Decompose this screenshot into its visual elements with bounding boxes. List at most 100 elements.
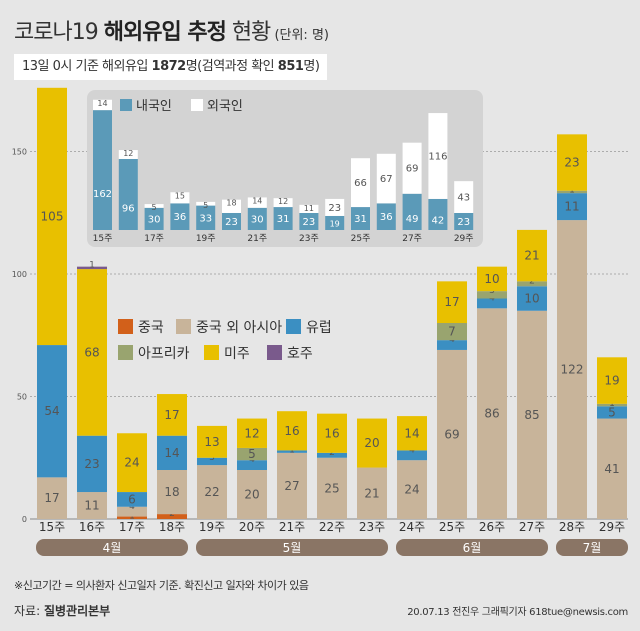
- inset-label-15주-외국인: 14: [97, 99, 107, 108]
- inset-label-25주-내국인: 31: [354, 214, 367, 225]
- inset-label-21주-외국인: 14: [252, 196, 262, 205]
- bar-24주-미주: [397, 416, 427, 451]
- bar-21주-중국-외-아시아: [277, 452, 307, 519]
- bar-23주-중국-외-아시아: [357, 467, 387, 519]
- x-tick-24주: 24주: [399, 520, 425, 534]
- inset-label-28주-외국인: 116: [428, 152, 447, 163]
- bar-16주-중국-외-아시아: [77, 492, 107, 519]
- inset-legend-label-내국인: 내국인: [136, 99, 172, 114]
- month-label-5월: 5월: [283, 541, 302, 555]
- inset-label-29주-내국인: 23: [457, 217, 470, 228]
- inset-bar-22주-내국인: [273, 207, 293, 230]
- x-tick-25주: 25주: [439, 520, 465, 534]
- x-tick-26주: 26주: [479, 520, 505, 534]
- subtitle-box: 13일 0시 기준 해외유입 1872명(검역과정 확인 851명): [14, 54, 328, 80]
- title-part-b: 해외유입 추정: [103, 20, 227, 45]
- inset-bar-27주-내국인: [402, 193, 422, 230]
- inset-bar-29주-내국인: [454, 212, 474, 230]
- data-label-16주-유럽: 23: [84, 457, 99, 471]
- data-label-15주-중국-외-아시아: 17: [44, 491, 59, 505]
- bar-19주-유럽: [197, 457, 227, 466]
- inset-bar-19주-내국인: [196, 205, 216, 230]
- bar-28주-중국-외-아시아: [557, 220, 587, 519]
- inset-label-26주-외국인: 67: [380, 174, 393, 185]
- bar-16주-유럽: [77, 435, 107, 493]
- x-tick-20주: 20주: [239, 520, 265, 534]
- data-label-16주-미주: 68: [84, 345, 99, 359]
- bar-26주-중국-외-아시아: [477, 308, 507, 519]
- bar-28주-유럽: [557, 193, 587, 221]
- source: 자료: 질병관리본부: [14, 602, 110, 619]
- inset-bar-23주-내국인: [299, 212, 319, 230]
- x-tick-15주: 15주: [39, 520, 65, 534]
- inset-x-tick-19주: 19주: [196, 233, 216, 244]
- bar-17주-유럽: [117, 492, 147, 507]
- footnote: ※신고기간 = 의사환자 신고일자 기준. 확진신고 일자와 차이가 있음: [14, 579, 309, 592]
- bar-26주-유럽: [477, 298, 507, 309]
- bar-17주-중국-외-아시아: [117, 506, 147, 517]
- inset-bar-16주-외국인: [118, 150, 138, 159]
- inset-bar-15주-외국인: [93, 99, 112, 111]
- legend-label-중국: 중국: [138, 320, 164, 336]
- inset-bar-29주-외국인: [454, 181, 474, 213]
- month-bar-5월: [196, 539, 388, 556]
- inset-bar-24주-내국인: [325, 215, 345, 230]
- legend-swatch-아프리카: [118, 345, 133, 360]
- bar-26주-미주: [477, 266, 507, 292]
- data-label-18주-유럽: 14: [164, 446, 179, 460]
- bar-19주-중국-외-아시아: [197, 465, 227, 519]
- data-label-25주-중국-외-아시아: 69: [444, 427, 459, 441]
- data-label-29주-중국-외-아시아: 41: [604, 462, 619, 476]
- data-label-27주-유럽: 10: [524, 292, 539, 306]
- data-label-16주-호주: 1: [89, 261, 95, 271]
- month-label-6월: 6월: [463, 541, 482, 555]
- bar-17주-중국: [117, 516, 147, 519]
- inset-label-19주-내국인: 33: [199, 213, 212, 224]
- bar-19주-미주: [197, 425, 227, 458]
- inset-bar-25주-내국인: [351, 207, 370, 230]
- data-label-29주-미주: 19: [604, 374, 619, 388]
- subtitle-part-e: 명): [303, 59, 320, 74]
- x-tick-21주: 21주: [279, 520, 305, 534]
- inset-bar-20주-외국인: [222, 199, 241, 213]
- inset-label-15주-내국인: 162: [93, 189, 112, 200]
- inset-x-tick-25주: 25주: [351, 233, 371, 244]
- bar-18주-유럽: [157, 435, 187, 470]
- inset-label-26주-내국인: 36: [380, 212, 393, 223]
- inset-bar-26주-외국인: [376, 153, 396, 204]
- chart-svg: 050100150175410515주112368116주1462417주218…: [12, 87, 628, 556]
- title-part-a: 코로나19: [14, 20, 104, 45]
- bar-20주-아프리카: [237, 447, 267, 461]
- month-label-7월: 7월: [583, 541, 602, 555]
- data-label-29주-아프리카: 1: [609, 399, 615, 409]
- inset-label-18주-외국인: 15: [175, 191, 185, 200]
- month-bar-7월: [556, 539, 628, 556]
- month-label-4월: 4월: [103, 541, 122, 555]
- legend-swatch-유럽: [286, 319, 301, 334]
- bar-24주-중국-외-아시아: [397, 460, 427, 519]
- legend-label-호주: 호주: [287, 346, 313, 362]
- inset-x-tick-27주: 27주: [402, 233, 422, 244]
- data-label-17주-미주: 24: [124, 456, 139, 470]
- inset-bar-28주-내국인: [428, 198, 448, 230]
- bar-25주-유럽: [437, 340, 467, 350]
- data-label-27주-중국-외-아시아: 85: [524, 408, 539, 422]
- x-tick-23주: 23주: [359, 520, 385, 534]
- credit: 20.07.13 전진우 그래픽기자 618tue@newsis.com: [407, 607, 628, 618]
- inset-x-tick-15주: 15주: [93, 233, 113, 244]
- inset-label-22주-외국인: 12: [278, 197, 288, 206]
- inset-label-24주-내국인: 19: [330, 219, 340, 228]
- inset-label-25주-외국인: 66: [354, 178, 367, 189]
- inset-bar-21주-내국인: [247, 207, 267, 230]
- x-tick-17주: 17주: [119, 520, 145, 534]
- inset-label-27주-내국인: 49: [406, 214, 419, 225]
- inset-legend-swatch-내국인: [120, 99, 132, 111]
- data-label-23주-미주: 20: [364, 436, 379, 450]
- data-label-25주-미주: 17: [444, 295, 459, 309]
- inset-bar-23주-외국인: [299, 204, 319, 213]
- bar-18주-중국: [157, 514, 187, 519]
- unit-label: (단위: 명): [270, 28, 329, 43]
- bar-18주-중국-외-아시아: [157, 470, 187, 515]
- inset-label-18주-내국인: 36: [174, 212, 187, 223]
- bar-16주-미주: [77, 269, 107, 436]
